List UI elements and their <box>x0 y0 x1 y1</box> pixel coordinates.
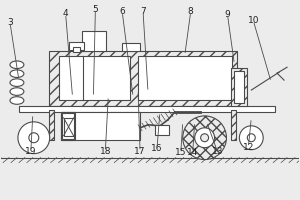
Bar <box>155 125 169 135</box>
Text: 18: 18 <box>100 147 111 156</box>
Ellipse shape <box>10 79 24 86</box>
Bar <box>234 71 244 103</box>
Ellipse shape <box>10 61 24 69</box>
Circle shape <box>18 122 50 154</box>
Bar <box>73 47 80 52</box>
Text: 15: 15 <box>175 148 187 157</box>
Text: 13: 13 <box>212 147 223 156</box>
Bar <box>61 112 140 140</box>
Text: 10: 10 <box>248 16 259 25</box>
Text: 16: 16 <box>151 144 163 153</box>
Text: 17: 17 <box>134 147 146 156</box>
Text: 9: 9 <box>225 10 230 19</box>
Bar <box>122 43 140 51</box>
Text: 14: 14 <box>187 148 198 157</box>
Circle shape <box>29 133 39 143</box>
Text: 8: 8 <box>188 7 194 16</box>
Bar <box>19 106 275 112</box>
Bar <box>61 112 74 140</box>
Bar <box>69 42 85 50</box>
Text: 5: 5 <box>92 5 98 14</box>
Circle shape <box>195 128 214 148</box>
Text: 7: 7 <box>140 7 146 16</box>
Bar <box>61 113 74 139</box>
Bar <box>231 110 236 140</box>
Bar <box>49 110 54 140</box>
Bar <box>138 56 232 100</box>
Bar <box>64 118 74 136</box>
Circle shape <box>183 116 226 160</box>
Bar <box>49 51 237 106</box>
Circle shape <box>247 134 255 142</box>
Text: 3: 3 <box>7 18 13 27</box>
Circle shape <box>201 134 208 142</box>
Bar <box>231 68 247 106</box>
Bar <box>82 31 106 51</box>
Text: 12: 12 <box>243 143 254 152</box>
Text: 6: 6 <box>119 7 125 16</box>
Text: 19: 19 <box>25 147 37 156</box>
Ellipse shape <box>10 70 24 77</box>
Circle shape <box>239 126 263 150</box>
Bar <box>58 56 130 100</box>
Text: 4: 4 <box>63 9 68 18</box>
Ellipse shape <box>10 97 24 104</box>
Ellipse shape <box>10 88 24 95</box>
